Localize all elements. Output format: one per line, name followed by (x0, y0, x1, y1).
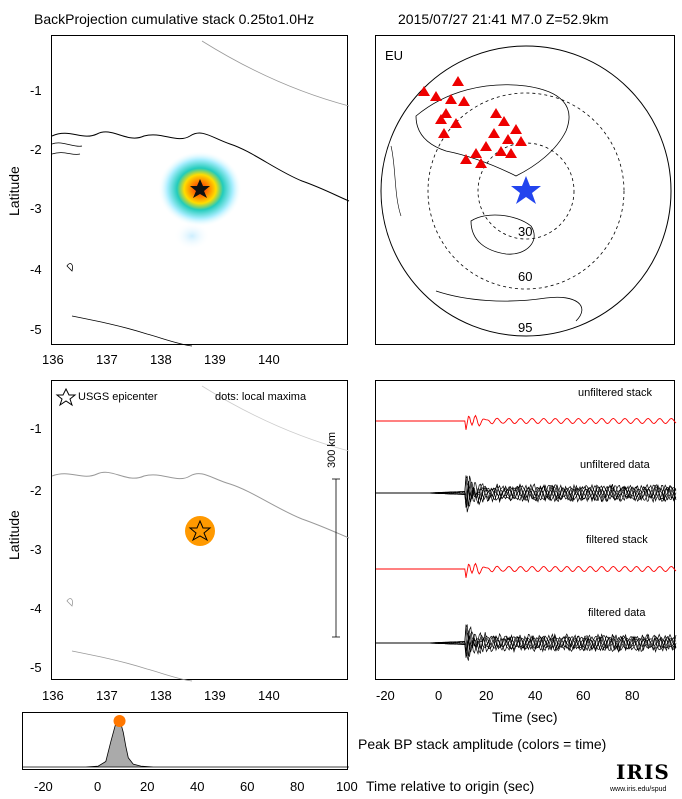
trace-unfiltered-stack (376, 414, 677, 430)
top-xtick: 140 (258, 352, 280, 367)
ring-30 (477, 142, 575, 240)
top-ytick: -1 (30, 83, 42, 98)
bottom-ytick: -2 (30, 483, 42, 498)
epicenter-star-icon (188, 519, 212, 542)
bottom-map-ylabel: Latitude (6, 510, 22, 560)
peak-xtick: 60 (240, 779, 255, 794)
globe-svg (380, 45, 672, 337)
trace-filtered-data (376, 631, 677, 661)
top-xtick: 138 (150, 352, 172, 367)
trace-filtered-stack (376, 562, 677, 578)
trace-xtick: 60 (576, 688, 591, 703)
legend-star-label: USGS epicenter (78, 391, 158, 403)
island-small (66, 598, 73, 607)
top-map-ylabel: Latitude (6, 166, 22, 216)
trace-label-filtered-stack: filtered stack (586, 534, 648, 546)
globe-epicenter-star-icon (511, 176, 541, 204)
peak-xtick: -20 (34, 779, 53, 794)
globe-region-label: EU (385, 48, 404, 63)
trace-label-filtered-data: filtered data (588, 607, 646, 619)
ring-60 (427, 92, 625, 290)
peak-amplitude-area (23, 720, 349, 768)
backprojection-map-svg (51, 40, 350, 347)
coastline-north (201, 385, 350, 452)
peak-xtick: 100 (336, 779, 358, 794)
bottom-xtick: 139 (204, 688, 226, 703)
island-small (66, 263, 73, 272)
trace-filtered-data (376, 626, 677, 657)
bottom-ytick: -5 (30, 660, 42, 675)
seismogram-panel (375, 380, 677, 680)
peak-title: Peak BP stack amplitude (colors = time) (358, 736, 607, 752)
top-xtick: 139 (204, 352, 226, 367)
local-maxima-map-panel (51, 380, 350, 682)
trace-label-unfiltered-stack: unfiltered stack (578, 387, 652, 399)
bp-secondary-blob (174, 222, 210, 250)
peak-time-marker (113, 715, 126, 727)
epicenter-star-icon (190, 179, 210, 198)
seismogram-svg (376, 414, 677, 661)
backprojection-map-panel (51, 35, 350, 347)
ring-label: 30 (518, 224, 533, 239)
bottom-xtick: 140 (258, 688, 280, 703)
bottom-xtick: 136 (42, 688, 64, 703)
top-ytick: -4 (30, 262, 42, 277)
top-xtick: 136 (42, 352, 64, 367)
peak-xtick: 0 (94, 779, 102, 794)
bottom-ytick: -4 (30, 601, 42, 616)
ring-label: 95 (518, 320, 533, 335)
trace-label-unfiltered-data: unfiltered data (580, 459, 650, 471)
trace-xtick: 80 (625, 688, 640, 703)
globe-panel (375, 35, 675, 345)
trace-xtick: 20 (479, 688, 494, 703)
bottom-ytick: -1 (30, 421, 42, 436)
trace-filtered-data (376, 629, 677, 656)
trace-xtick: 0 (435, 688, 443, 703)
peak-xtick: 20 (140, 779, 155, 794)
station-triangles (418, 76, 527, 168)
landmass-africa (390, 145, 402, 217)
peak-amplitude-svg (23, 715, 349, 768)
coastline-south (71, 315, 193, 347)
bottom-xtick: 137 (96, 688, 118, 703)
trace-xtick: -20 (376, 688, 395, 703)
coastline-north (201, 40, 350, 107)
landmass-australia (470, 214, 535, 255)
peak-xtick: 80 (290, 779, 305, 794)
left-title: BackProjection cumulative stack 0.25to1.… (34, 11, 315, 27)
top-ytick: -5 (30, 322, 42, 337)
coastline-main (51, 131, 350, 202)
trace-xtick: 40 (528, 688, 543, 703)
legend-dots-label: dots: local maxima (215, 391, 307, 403)
local-maxima-map-svg (51, 385, 350, 682)
local-maximum-dot (185, 516, 215, 546)
ring-label: 60 (518, 269, 533, 284)
peak-xlabel: Time relative to origin (sec) (366, 778, 535, 794)
landmass-antarctica (435, 290, 583, 322)
top-xtick: 137 (96, 352, 118, 367)
coastline-main (51, 471, 350, 539)
coastline-west (51, 142, 83, 155)
scale-label: 300 km (326, 431, 338, 468)
globe-outline (380, 45, 672, 337)
bottom-xtick: 138 (150, 688, 172, 703)
top-ytick: -2 (30, 142, 42, 157)
peak-amplitude-panel (22, 712, 349, 770)
trace-xlabel: Time (sec) (492, 709, 558, 725)
coastline-south (71, 650, 193, 682)
peak-xtick: 40 (190, 779, 205, 794)
bottom-ytick: -3 (30, 542, 42, 557)
top-ytick: -3 (30, 201, 42, 216)
trace-unfiltered-data (376, 475, 677, 508)
landmass-asia (415, 84, 570, 177)
iris-logo: IRIS (616, 760, 670, 784)
right-title: 2015/07/27 21:41 M7.0 Z=52.9km (398, 11, 609, 27)
iris-url: www.iris.edu/spud (610, 786, 667, 793)
legend-star-icon (55, 387, 77, 407)
